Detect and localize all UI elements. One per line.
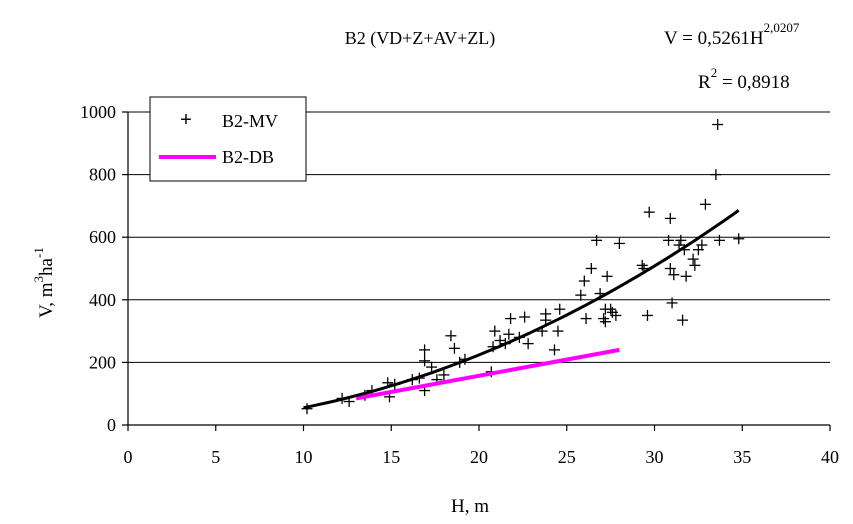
- data-point: [540, 308, 552, 320]
- data-point: [613, 237, 625, 249]
- trend-equation-exponent: 2,0207: [764, 20, 800, 35]
- data-point: [419, 344, 431, 356]
- data-point: [610, 309, 622, 321]
- data-point: [505, 313, 517, 325]
- y-tick-label: 800: [89, 165, 116, 185]
- data-point: [580, 313, 592, 325]
- legend-marker-plus: +: [180, 109, 192, 131]
- data-point: [663, 234, 675, 246]
- data-point: [575, 289, 587, 301]
- legend-label-db: B2-DB: [222, 147, 274, 167]
- legend: + B2-MV B2-DB: [149, 96, 307, 182]
- data-point: [696, 239, 708, 251]
- data-point: [664, 263, 676, 274]
- legend-box: [149, 96, 307, 182]
- data-point: [699, 198, 711, 210]
- data-point: [445, 330, 457, 342]
- data-point: [599, 316, 611, 328]
- y-axis-label: V, m3ha-1: [31, 247, 57, 318]
- y-tick-label: 200: [89, 352, 116, 372]
- x-tick-label: 5: [211, 447, 220, 467]
- data-point: [301, 403, 313, 415]
- data-point: [585, 263, 597, 274]
- data-point: [601, 270, 613, 282]
- x-axis-label: H, m: [451, 496, 489, 517]
- data-point: [591, 234, 603, 246]
- data-point: [733, 233, 745, 245]
- data-point: [438, 369, 450, 381]
- y-tick-label: 0: [107, 415, 116, 435]
- data-point: [643, 206, 655, 218]
- x-tick-label: 40: [821, 447, 839, 467]
- data-point: [712, 119, 724, 131]
- data-point: [689, 259, 701, 271]
- data-point: [668, 269, 680, 281]
- data-point: [578, 275, 590, 287]
- data-point: [666, 297, 678, 309]
- x-tick-label: 0: [124, 447, 133, 467]
- y-tick-labels: 0 200 400 600 800 1000: [80, 102, 116, 435]
- x-tick-label: 10: [295, 447, 313, 467]
- ticks: [122, 111, 831, 431]
- r-squared-value: = 0,8918: [717, 72, 789, 93]
- trend-line: [303, 209, 740, 410]
- trend-equation: V = 0,5261H2,0207: [664, 20, 800, 49]
- x-tick-labels: 0 5 10 15 20 25 30 35 40: [124, 447, 840, 467]
- data-point: [519, 311, 531, 323]
- data-point: [675, 234, 687, 246]
- x-tick-label: 25: [558, 447, 576, 467]
- y-tick-label: 400: [89, 290, 116, 310]
- x-tick-label: 20: [470, 447, 488, 467]
- data-point: [554, 303, 566, 315]
- data-point: [713, 234, 725, 246]
- data-point: [680, 270, 692, 282]
- y-axis-label-sup2: -1: [31, 247, 46, 258]
- x-tick-label: 35: [733, 447, 751, 467]
- trend-equation-main: V = 0,5261H: [664, 28, 764, 49]
- x-tick-label: 30: [646, 447, 664, 467]
- data-point: [448, 342, 460, 354]
- legend-label-mv: B2-MV: [222, 111, 278, 131]
- y-axis-label-mid: ha: [36, 257, 57, 276]
- r-squared-exponent: 2: [711, 65, 718, 80]
- data-point: [673, 239, 685, 251]
- data-point: [641, 309, 653, 321]
- data-point: [548, 344, 560, 356]
- data-point: [710, 169, 722, 181]
- data-point: [677, 314, 689, 326]
- data-point: [489, 325, 501, 337]
- marks: [301, 119, 745, 415]
- y-axis-label-base: V, m: [36, 282, 57, 318]
- y-tick-label: 600: [89, 227, 116, 247]
- data-point: [687, 253, 699, 265]
- data-point: [503, 328, 515, 340]
- data-point: [636, 259, 648, 271]
- data-point: [419, 355, 431, 367]
- r-squared-letter: R: [698, 72, 711, 93]
- data-point: [552, 325, 564, 337]
- y-tick-label: 1000: [80, 102, 116, 122]
- data-point: [522, 338, 534, 350]
- data-point: [426, 361, 438, 373]
- series-line-db: [355, 347, 620, 401]
- chart-title: B2 (VD+Z+AV+ZL): [345, 28, 496, 49]
- x-tick-label: 15: [382, 447, 400, 467]
- y-axis-label-sup1: 3: [31, 276, 46, 283]
- data-point: [664, 212, 676, 224]
- data-point: [598, 313, 610, 325]
- data-point: [605, 303, 617, 315]
- r-squared: R2 = 0,8918: [698, 65, 790, 93]
